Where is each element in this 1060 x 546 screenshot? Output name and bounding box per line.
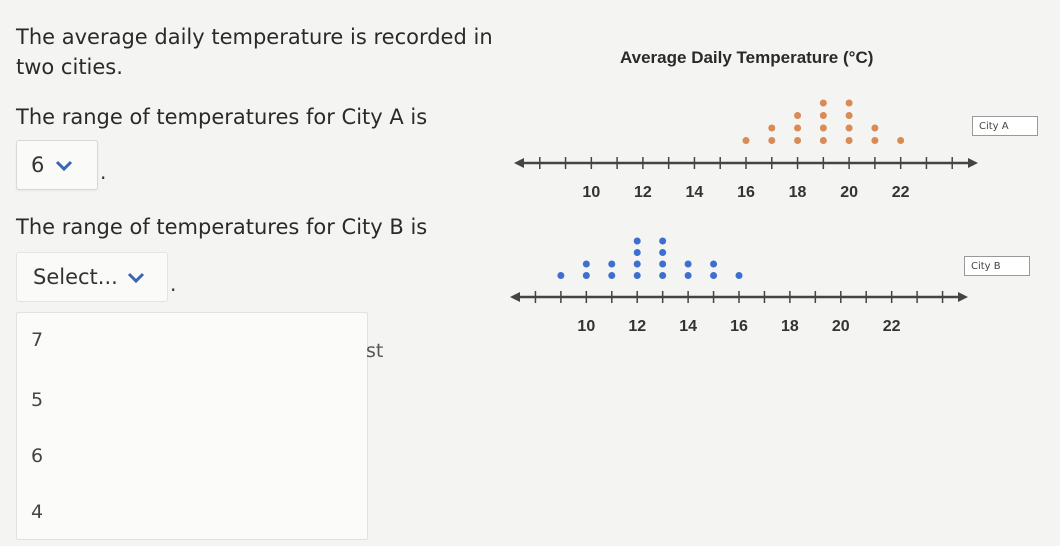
city-a-range-select[interactable]: 6 bbox=[16, 140, 98, 190]
data-point bbox=[684, 260, 692, 268]
tick-label: 20 bbox=[840, 184, 858, 201]
data-point bbox=[845, 99, 853, 107]
axis-arrow-left bbox=[510, 292, 520, 302]
tick-label: 14 bbox=[679, 318, 697, 335]
tick-label: 18 bbox=[781, 318, 799, 335]
data-point bbox=[659, 260, 667, 268]
data-point bbox=[742, 137, 750, 144]
city-b-legend: City B bbox=[964, 256, 1030, 276]
data-point bbox=[633, 249, 641, 256]
data-point bbox=[794, 112, 802, 119]
chart-title: Average Daily Temperature (°C) bbox=[620, 48, 874, 67]
data-point bbox=[684, 272, 692, 279]
data-point bbox=[794, 124, 802, 132]
data-point bbox=[710, 272, 718, 279]
tick-label: 10 bbox=[582, 184, 600, 201]
data-point bbox=[845, 112, 853, 119]
data-point bbox=[845, 137, 853, 144]
city-b-range-select[interactable]: Select... bbox=[16, 252, 168, 302]
chevron-down-icon bbox=[127, 272, 144, 284]
data-point bbox=[633, 272, 641, 279]
chevron-down-icon bbox=[56, 160, 73, 172]
city-a-range-value: 6 bbox=[31, 153, 45, 177]
data-point bbox=[659, 272, 667, 279]
partial-text: st bbox=[366, 340, 384, 362]
data-point bbox=[897, 137, 905, 144]
data-point bbox=[819, 137, 827, 144]
part-b-prompt: The range of temperatures for City B is bbox=[16, 215, 428, 239]
data-point bbox=[710, 260, 718, 268]
data-point bbox=[794, 137, 802, 144]
tick-label: 12 bbox=[628, 318, 646, 335]
question-intro: The average daily temperature is recorde… bbox=[16, 25, 493, 79]
dropdown-option[interactable]: 5 bbox=[31, 389, 44, 411]
data-point bbox=[633, 260, 641, 268]
tick-label: 12 bbox=[634, 184, 652, 201]
data-point bbox=[819, 124, 827, 132]
data-point bbox=[819, 99, 827, 107]
tick-label: 22 bbox=[883, 318, 901, 335]
data-point bbox=[659, 237, 667, 245]
data-point bbox=[608, 272, 616, 279]
data-point bbox=[633, 237, 641, 245]
dropdown-menu: 7 5 6 4 bbox=[16, 312, 368, 540]
data-point bbox=[768, 124, 776, 132]
dropdown-option[interactable]: 4 bbox=[31, 501, 44, 523]
data-point bbox=[871, 124, 879, 132]
period-b: . bbox=[170, 272, 177, 296]
data-point bbox=[582, 272, 590, 279]
tick-label: 16 bbox=[737, 184, 755, 201]
data-point bbox=[768, 137, 776, 144]
data-point bbox=[845, 124, 853, 132]
tick-label: 22 bbox=[892, 184, 910, 201]
data-point bbox=[871, 137, 879, 144]
part-a-prompt: The range of temperatures for City A is bbox=[16, 105, 428, 129]
data-point bbox=[735, 272, 743, 279]
data-point bbox=[659, 249, 667, 256]
city-a-legend: City A bbox=[972, 116, 1038, 136]
tick-label: 14 bbox=[686, 184, 704, 201]
dropdown-option[interactable]: 7 bbox=[31, 329, 44, 351]
data-point bbox=[582, 260, 590, 268]
data-point bbox=[819, 112, 827, 119]
dropdown-option[interactable]: 6 bbox=[31, 445, 44, 467]
axis-arrow-right bbox=[958, 292, 968, 302]
axis-arrow-left bbox=[514, 158, 524, 168]
axis-arrow-right bbox=[968, 158, 978, 168]
tick-label: 16 bbox=[730, 318, 748, 335]
tick-label: 18 bbox=[789, 184, 807, 201]
tick-label: 20 bbox=[832, 318, 850, 335]
data-point bbox=[608, 260, 616, 268]
tick-label: 10 bbox=[577, 318, 595, 335]
period-a: . bbox=[100, 160, 107, 184]
data-point bbox=[557, 272, 565, 279]
city-b-range-value: Select... bbox=[33, 265, 118, 289]
